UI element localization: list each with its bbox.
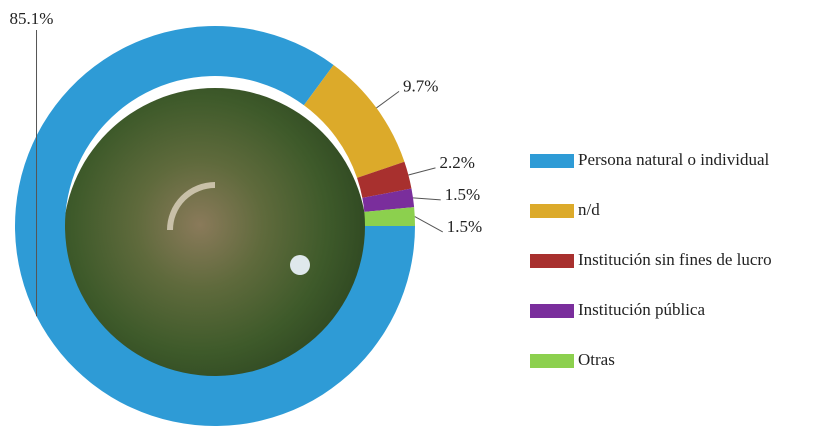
legend-label: Otras (578, 350, 615, 369)
center-image-detail (290, 255, 310, 275)
data-label: 1.5% (445, 185, 480, 204)
center-image-detail (167, 182, 216, 231)
legend-swatch (530, 154, 574, 168)
data-label: 2.2% (439, 153, 474, 172)
data-label: 85.1% (10, 9, 54, 28)
leader-line (412, 197, 441, 201)
leader-line (376, 91, 400, 109)
legend-swatch (530, 354, 574, 368)
data-label: 9.7% (403, 76, 438, 95)
donut-segment (303, 64, 405, 178)
legend-label: Persona natural o individual (578, 150, 769, 169)
donut-segment (357, 161, 412, 198)
donut-segment (362, 188, 415, 212)
legend-swatch (530, 204, 574, 218)
legend-label: n/d (578, 200, 600, 219)
center-image (63, 88, 367, 392)
data-label: 1.5% (447, 217, 482, 236)
leader-line (414, 216, 443, 233)
legend-label: Institución sin fines de lucro (578, 250, 772, 269)
legend-swatch (530, 304, 574, 318)
legend-swatch (530, 254, 574, 268)
leader-line (408, 167, 436, 176)
legend-label: Institución pública (578, 300, 705, 319)
donut-segment (364, 207, 415, 226)
